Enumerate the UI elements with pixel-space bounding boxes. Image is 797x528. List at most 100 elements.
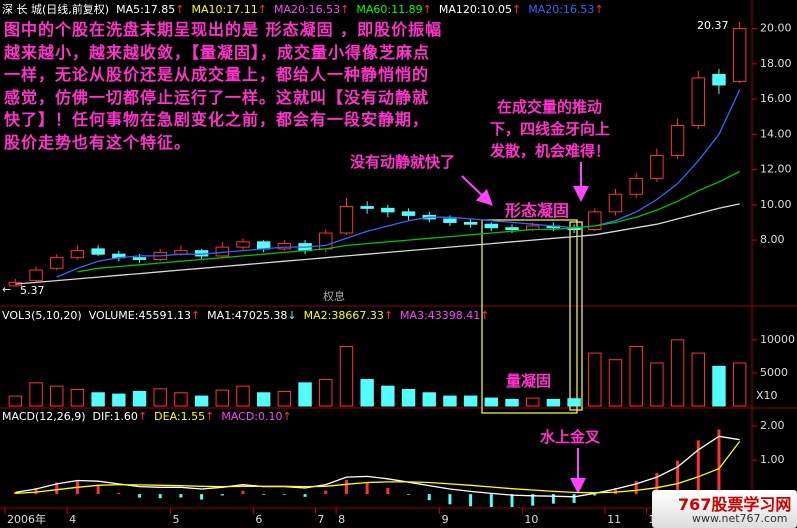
volume-bar xyxy=(50,385,64,407)
x-tick-label: 6 xyxy=(255,513,262,526)
header-text: MACD:0.10 xyxy=(221,410,283,423)
candle-body xyxy=(381,207,395,213)
x-tick-label: 4 xyxy=(69,513,76,526)
volume-bar xyxy=(256,392,271,407)
candle-body xyxy=(339,206,354,234)
header-arrow: ↑ xyxy=(190,309,201,322)
volume-bar xyxy=(153,388,167,407)
header-arrow: ↑ xyxy=(594,3,604,16)
volume-bar xyxy=(70,388,85,407)
watermark-name: 767股票学习网 xyxy=(678,495,792,514)
ma-line xyxy=(77,170,740,273)
header-arrow: ↑ xyxy=(205,410,215,423)
volume-bar xyxy=(29,382,43,407)
header-text: MA2:38667.33 xyxy=(303,309,384,322)
annotation: 水上金叉 xyxy=(540,428,601,446)
candle-body xyxy=(70,250,85,259)
header-text: MA5:17.85 xyxy=(116,3,176,16)
candle-body xyxy=(277,243,292,250)
volume-bar xyxy=(401,388,416,407)
header-arrow: ↑ xyxy=(340,3,350,16)
header-text: MA1:47025.38 xyxy=(207,309,288,322)
annotation: 在成交量的推动 xyxy=(497,98,603,116)
y-tick-label: 1.00 xyxy=(760,453,785,466)
panel-header: MACD(12,26,9) DIF:1.60↑ DEA:1.55↑ MACD:0.10… xyxy=(2,410,299,423)
annotation: 量凝固 xyxy=(506,372,552,390)
low-arrow: ← xyxy=(2,283,11,296)
header-text: MA3:43398.41 xyxy=(400,309,481,322)
ma-line xyxy=(15,203,740,285)
y-tick-label: 20.00 xyxy=(760,22,792,35)
y-tick-label: 2.00 xyxy=(760,419,785,432)
volume-bar xyxy=(422,392,436,407)
header-arrow: ↑ xyxy=(257,3,267,16)
volume-bar xyxy=(712,365,726,407)
volume-bar xyxy=(339,345,354,407)
header-text: DEA:1.55 xyxy=(154,410,206,423)
y-tick-label: 5000 xyxy=(760,366,788,379)
shape-box xyxy=(481,219,578,414)
header-arrow: ↑ xyxy=(175,3,185,16)
panel-header: VOL3(5,10,20) VOLUME:45591.13↑ MA1:47025.3… xyxy=(2,309,496,322)
header-text: MA20:16.53 xyxy=(528,3,595,16)
candle-body xyxy=(319,232,333,250)
unit-label: X10 xyxy=(756,389,778,402)
header-text: MA120:10.05 xyxy=(438,3,513,16)
panel-title: 深 长 城(日线,前复权) xyxy=(2,3,110,16)
volume-bar xyxy=(650,362,664,407)
header-text: MA10:17.11 xyxy=(191,3,258,16)
y-tick-label: 10000 xyxy=(760,333,795,346)
ma-line xyxy=(56,89,741,278)
header-arrow: ↑ xyxy=(282,410,292,423)
ma-line xyxy=(15,435,740,498)
candle-body xyxy=(443,218,457,223)
volume-bar xyxy=(174,392,188,407)
header-arrow: ↑ xyxy=(383,309,394,322)
candle-body xyxy=(360,206,374,209)
volume-bar xyxy=(691,352,705,407)
volume-bar xyxy=(91,392,105,407)
x-tick-label: 7 xyxy=(317,513,324,526)
volume-bar xyxy=(526,397,540,407)
volume-bar xyxy=(236,385,250,407)
high-label: 20.37 xyxy=(697,19,729,32)
y-tick-label: 12.00 xyxy=(760,163,792,176)
y-tick-label: 18.00 xyxy=(760,57,792,70)
volume-bar xyxy=(463,395,478,407)
volume-bar xyxy=(194,395,209,407)
marker-label: 权息 xyxy=(323,289,345,303)
y-tick-label: 10.00 xyxy=(760,198,792,211)
header-text: MA60:11.89 xyxy=(356,3,423,16)
header-arrow: ↑ xyxy=(137,410,148,423)
breakout-box xyxy=(569,221,583,411)
header-arrow: ↑ xyxy=(422,3,432,16)
arrow xyxy=(461,175,493,206)
volume-bar xyxy=(588,352,602,407)
ma-line xyxy=(15,441,741,495)
header-arrow: ↓ xyxy=(287,309,297,322)
annotation: 没有动静就快了 xyxy=(350,153,456,171)
x-tick-label: 2006年 xyxy=(7,512,46,526)
header-text: DIF:1.60 xyxy=(92,410,138,423)
volume-bar xyxy=(505,398,519,407)
candle-body xyxy=(505,227,519,231)
x-tick-label: 9 xyxy=(442,513,449,526)
candle-body xyxy=(132,257,147,260)
panel-title: MACD(12,26,9) xyxy=(2,410,86,423)
x-tick-label: 8 xyxy=(338,513,345,526)
candle-body xyxy=(608,193,623,213)
annotation: 形态凝固 xyxy=(505,201,570,220)
panel-title: VOL3(5,10,20) xyxy=(2,309,82,322)
candle-body xyxy=(401,211,416,216)
candle-body xyxy=(670,125,685,156)
x-tick-label: 11 xyxy=(607,513,621,526)
candle-body xyxy=(236,241,250,248)
header-text: MA20:16.53 xyxy=(273,3,341,16)
header-text: VOLUME:45591.13 xyxy=(88,309,191,322)
volume-bar xyxy=(319,379,333,407)
candle-body xyxy=(732,28,747,82)
header-arrow: ↑ xyxy=(480,309,490,322)
volume-bar xyxy=(629,345,643,407)
volume-bar xyxy=(215,389,229,407)
